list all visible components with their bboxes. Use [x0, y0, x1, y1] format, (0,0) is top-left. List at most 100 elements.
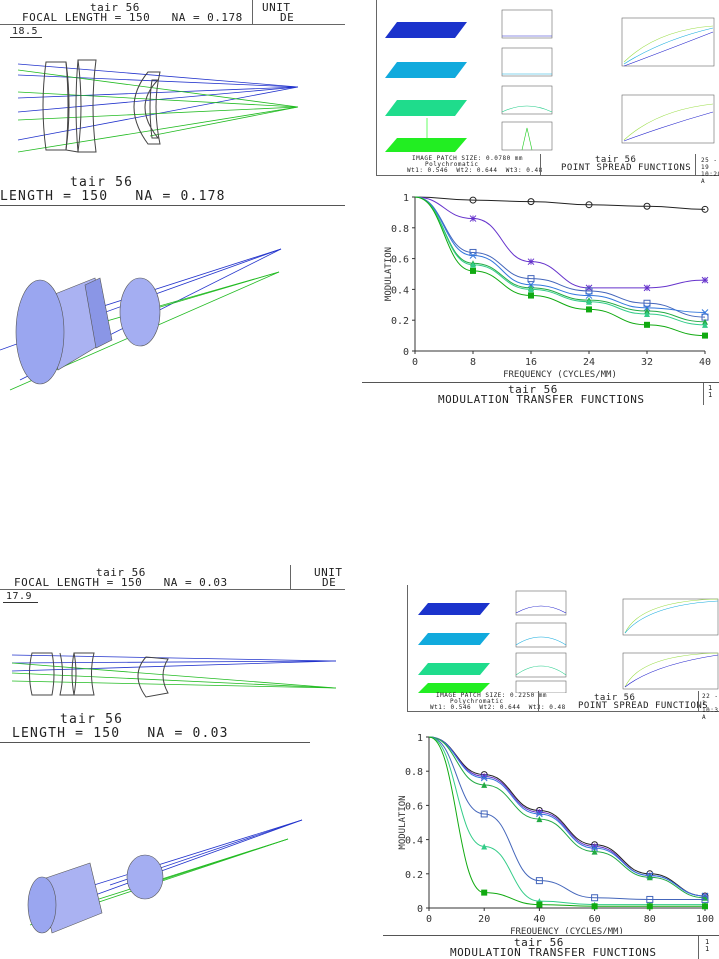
top-mtf-series-5-point: [702, 321, 708, 328]
top-mtf-series-3-point: [643, 304, 651, 312]
top-mtf-x-tick-label: 40: [699, 357, 711, 368]
bottom-big-title: tair 56: [60, 712, 124, 727]
top-mtf-series-1-point: [469, 215, 477, 222]
bottom-mtf-y-tick-label: 0.2: [405, 870, 423, 881]
top-header-title: tair 56: [90, 1, 140, 14]
top-mtf-divider: [703, 383, 704, 405]
bottom-header-unit: UNIT: [314, 566, 343, 579]
bottom-scale-label: 17.9: [6, 591, 33, 602]
top-psf-divider: [540, 154, 541, 175]
top-mtf-chart: 0 0.2 0.4 0.6 0.8 1 0 8 16 24 32 40 FREQUENCY (CYCLE…: [384, 193, 711, 380]
top-lens-outlines: [42, 59, 161, 153]
top-mtf-y-tick-label: 0.4: [391, 285, 409, 296]
bottom-scale-bar: [3, 602, 38, 603]
top-mtf-x-tick-label: 24: [583, 357, 595, 368]
bottom-psf-divider: [538, 691, 539, 711]
top-mtf-series-3-point: [527, 281, 535, 289]
top-psf-profiles: [501, 9, 553, 151]
top-mtf-series-4-point: [644, 307, 650, 314]
bottom-psf-info1: IMAGE PATCH SIZE: 0.2250 mm: [436, 692, 548, 699]
top-mtf-y-tick-label: 0: [403, 347, 409, 358]
bottom-mtf-series-2-point: [536, 810, 543, 818]
bottom-mtf-series-3-point: [481, 781, 488, 788]
bottom-header-divider: [290, 565, 291, 589]
top-mtf-series-1-point: [701, 276, 709, 284]
top-encircled-energy: [621, 17, 715, 144]
bottom-psf-footer-title: tair 56: [594, 693, 636, 703]
top-mtf-x-tick-label: 8: [470, 357, 476, 368]
top-scale-bar: [10, 37, 42, 38]
top-scale-label: 18.5: [12, 26, 39, 37]
top-mtf-y-tick-label: 0.8: [391, 224, 409, 235]
top-header-divider: [252, 0, 253, 24]
bottom-mtf-series-6-point: [702, 903, 708, 910]
bottom-mtf-rule: [383, 935, 719, 936]
top-mtf-frag: 1 1: [708, 384, 713, 399]
top-mtf-x-tick-label: 32: [641, 357, 653, 368]
bottom-mtf-x-tick-label: 80: [644, 914, 656, 925]
bottom-mtf-y-tick-label: 0: [417, 904, 423, 915]
top-psf-info3: Wt1: 0.546 Wt2: 0.644 Wt3: 0.48: [407, 167, 543, 174]
top-mtf-series-2-point: [585, 287, 593, 295]
bottom-psf-panel: IMAGE PATCH SIZE: 0.2250 mm Polychromati…: [407, 585, 719, 721]
bottom-mtf-x-axis-label: FREQUENCY (CYCLES/MM): [510, 927, 624, 934]
bottom-3d-lens-render: [27, 819, 303, 934]
top-mtf-series-6-point: [528, 292, 534, 299]
bottom-header-unit2: DE: [322, 576, 337, 589]
top-psf-info1: IMAGE PATCH SIZE: 0.0780 mm: [412, 155, 524, 162]
top-3d-ring: [84, 277, 113, 349]
top-mtf-footer-sub: MODULATION TRANSFER FUNCTIONS: [438, 393, 645, 406]
bottom-mtf-series-6-point: [646, 903, 653, 910]
top-mtf-y-tick-label: 0.6: [391, 255, 409, 266]
top-mtf-series-0-point: [643, 202, 651, 210]
top-mtf-series-0-point: [527, 198, 535, 206]
top-psf-divider2: [695, 154, 696, 175]
bottom-mtf-x-tick-label: 0: [426, 914, 432, 925]
bottom-lens-layout: [11, 652, 337, 698]
bottom-mtf-series-3-line: [428, 736, 706, 899]
bottom-mtf-series-1-point: [536, 808, 543, 816]
bottom-psf-graphics: [418, 590, 719, 694]
bottom-mtf-series-3-point: [591, 848, 598, 855]
top-big-rule: [0, 205, 345, 206]
top-mtf-x-axis-label: FREQUENCY (CYCLES/MM): [503, 370, 617, 380]
bottom-psf-profiles: [515, 590, 567, 694]
top-mtf-y-axis-label: MODULATION: [384, 247, 394, 301]
top-mtf-series-1-point: [527, 258, 535, 266]
bottom-mtf-series-0-line: [428, 736, 706, 897]
bottom-big-sub: LENGTH = 150 NA = 0.03: [12, 726, 229, 741]
bottom-psf-date: 22 - 1 10:31 A: [702, 693, 719, 721]
top-mtf-y-tick-label: 0.2: [391, 316, 409, 327]
top-mtf-series-2-point: [643, 299, 651, 307]
bottom-mtf-series-2-line: [428, 736, 706, 897]
top-mtf-series-4-point: [702, 318, 708, 325]
bottom-3d-rear-lens: [126, 854, 164, 900]
bottom-mtf-frag: 1 1: [705, 938, 710, 953]
top-big-sub: LENGTH = 150 NA = 0.178: [0, 189, 226, 204]
bottom-mtf-series-1-point: [591, 843, 598, 850]
bottom-psf-spots: [418, 603, 490, 693]
bottom-psf-footer-sub: POINT SPREAD FUNCTIONS: [578, 701, 709, 711]
bottom-mtf-series-3-point: [536, 816, 543, 823]
top-mtf-series-5-point: [470, 261, 476, 268]
top-mtf-series-6-point: [702, 332, 708, 339]
bottom-header-sub: FOCAL LENGTH = 150 NA = 0.03: [14, 576, 228, 589]
bottom-mtf-x-tick-label: 40: [533, 914, 545, 925]
top-lens-layout: [17, 59, 299, 153]
bottom-mtf-series-4-line: [428, 736, 705, 900]
top-3d-lens-render: [0, 248, 282, 391]
top-big-title: tair 56: [70, 175, 134, 190]
bottom-mtf-series-6-point: [536, 901, 543, 908]
bottom-mtf-y-tick-label: 1: [417, 733, 423, 744]
bottom-mtf-y-tick-label: 0.8: [405, 767, 423, 778]
top-mtf-series-5-point: [586, 298, 592, 305]
top-psf-info2: Polychromatic: [425, 161, 479, 168]
bottom-mtf-divider: [698, 936, 699, 959]
top-header-unit2: DE: [280, 11, 295, 24]
top-psf-footer-title: tair 56: [595, 155, 637, 165]
bottom-psf-divider2: [698, 691, 699, 711]
top-mtf-x-tick-label: 0: [412, 357, 418, 368]
top-mtf-series-0-point: [469, 196, 477, 204]
top-psf-panel: IMAGE PATCH SIZE: 0.0780 mm Polychromati…: [376, 0, 719, 185]
bottom-mtf-series-2-point: [591, 844, 598, 852]
